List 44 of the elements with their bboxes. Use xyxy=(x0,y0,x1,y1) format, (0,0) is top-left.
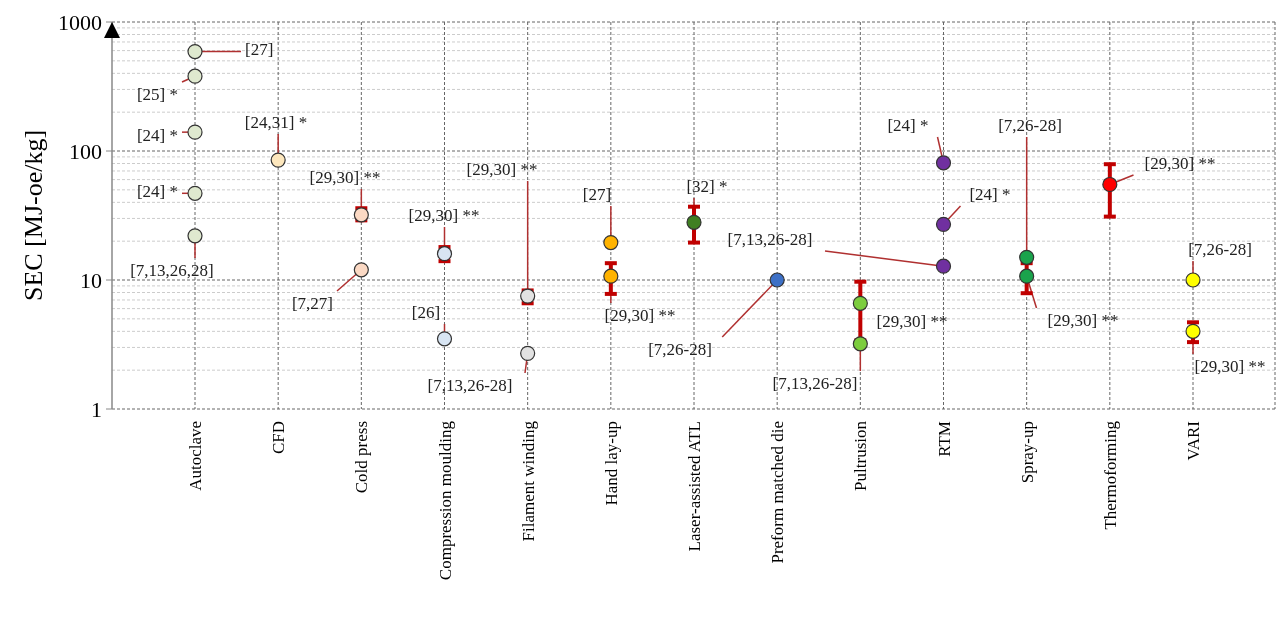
annotation: [25] * xyxy=(136,85,178,104)
x-tick-label: Autoclave xyxy=(186,421,205,491)
annotation: [7,26-28] xyxy=(998,116,1062,135)
x-tick-label: Thermoforming xyxy=(1100,420,1120,530)
annotation: [7,26-28] xyxy=(1188,240,1252,259)
annotation: [24,31] * xyxy=(244,113,308,132)
x-tick-label: Laser-assisted ATL xyxy=(685,421,704,552)
annotation: [29,30] ** xyxy=(604,306,676,325)
y-tick-label: 10 xyxy=(80,267,102,293)
annotation: [32] * xyxy=(686,177,728,196)
annotation: [24] * xyxy=(136,126,178,145)
x-tick-label: CFD xyxy=(269,421,289,455)
annotation: [26] xyxy=(411,303,441,322)
x-tick-label: RTM xyxy=(934,421,954,457)
y-tick-label: 1000 xyxy=(58,9,102,35)
annotation: [24] * xyxy=(887,116,929,135)
annotation: [29,30] ** xyxy=(1047,311,1119,330)
annotation: [7,13,26-28] xyxy=(727,230,813,249)
x-tick-label: Filament winding xyxy=(518,420,538,542)
annotation: [29,30] ** xyxy=(408,206,480,225)
y-tick-label: 100 xyxy=(69,138,102,164)
annotation: [24] * xyxy=(136,182,178,201)
annotation: [7,13,26,28] xyxy=(130,261,214,280)
annotation: [7,26-28] xyxy=(648,340,712,359)
x-tick-label: Hand lay-up xyxy=(601,421,621,506)
y-tick-label: 1 xyxy=(91,396,102,422)
x-tick-label: VARI xyxy=(1184,420,1203,461)
annotation: [7,13,26-28] xyxy=(772,374,858,393)
annotation: [7,27] xyxy=(291,294,333,313)
y-axis-title: SEC [MJ-oe/kg] xyxy=(19,129,48,302)
annotation: [29,30] ** xyxy=(1194,357,1266,376)
x-tick-label: Preform matched die xyxy=(768,421,788,564)
annotation: [27] xyxy=(245,40,274,59)
x-tick-label: Spray-up xyxy=(1017,421,1037,484)
annotation: [24] * xyxy=(969,185,1011,204)
annotation: [27] xyxy=(582,185,612,204)
annotation: [29,30] ** xyxy=(309,168,381,187)
annotation: [29,30] ** xyxy=(1144,154,1216,173)
annotation: [7,13,26-28] xyxy=(427,376,513,395)
x-tick-label: Compression moulding xyxy=(435,420,455,581)
x-tick-label: Pultrusion xyxy=(851,420,871,491)
x-tick-label: Cold press xyxy=(352,421,372,494)
annotation: [29,30] ** xyxy=(466,160,538,179)
annotation: [29,30] ** xyxy=(876,312,948,331)
